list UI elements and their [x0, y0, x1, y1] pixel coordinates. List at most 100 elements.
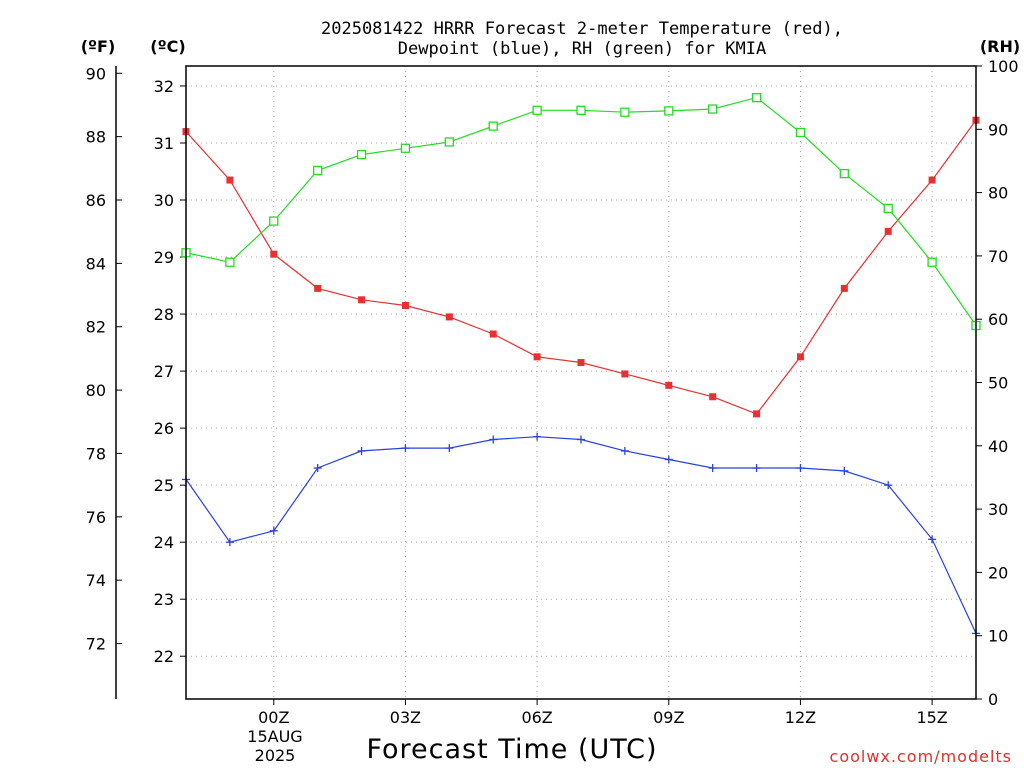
dewpoint-point: [752, 464, 761, 473]
fahrenheit-tick-label: 86: [86, 191, 106, 210]
rh-tick-label: 10: [988, 627, 1008, 646]
rh-tick-label: 40: [988, 437, 1008, 456]
dewpoint-point: [928, 535, 937, 544]
celsius-tick-label: 26: [154, 419, 174, 438]
celsius-tick-label: 31: [154, 134, 174, 153]
celsius-tick-label: 30: [154, 191, 174, 210]
rh-point: [708, 104, 718, 114]
grid-lines: [186, 66, 976, 699]
fahrenheit-tick-label: 76: [86, 508, 106, 527]
dewpoint-point: [840, 466, 849, 475]
dewpoint-point: [577, 435, 585, 444]
temperature-point: [577, 359, 585, 367]
rh-tick-label: 0: [988, 690, 998, 709]
fahrenheit-tick-label: 72: [86, 635, 106, 654]
rh-point: [225, 257, 235, 267]
temperature-point: [709, 393, 717, 401]
celsius-tick-label: 29: [154, 248, 174, 267]
rh-tick-label: 90: [988, 120, 1008, 139]
temperature-point: [445, 313, 453, 321]
fahrenheit-tick-label: 74: [86, 571, 106, 590]
rh-tick-label: 70: [988, 247, 1008, 266]
date-label-year: 2025: [255, 746, 296, 765]
x-axis: 00Z 03Z 06Z 09Z 12Z 15Z: [258, 699, 948, 727]
rh-axis: 0 10 20 30 40 50 60 70 80 90 100: [976, 57, 1019, 709]
fahrenheit-tick-label: 82: [86, 318, 106, 337]
x-axis-title: Forecast Time (UTC): [366, 734, 657, 765]
dewpoint-point: [401, 444, 410, 453]
rh-point: [400, 143, 411, 153]
fahrenheit-tick-label: 80: [86, 381, 106, 400]
x-tick-label: 00Z: [258, 708, 289, 727]
celsius-unit-label: (ºC): [150, 37, 185, 56]
dewpoint-point: [269, 526, 278, 535]
temperature-point: [533, 353, 541, 361]
temperature-line: [185, 119, 977, 415]
celsius-tick-label: 24: [154, 533, 174, 552]
celsius-tick-label: 28: [154, 305, 174, 324]
rh-line: [185, 96, 977, 326]
x-tick-label: 09Z: [653, 708, 684, 727]
fahrenheit-tick-label: 90: [86, 64, 106, 83]
series-group: [181, 93, 981, 638]
dewpoint-point: [533, 432, 542, 441]
rh-point: [620, 107, 630, 117]
temperature-point: [884, 227, 892, 235]
dewpoint-point: [445, 444, 454, 453]
dewpoint-point: [313, 464, 322, 473]
credit-text: coolwx.com/modelts: [830, 747, 1012, 766]
rh-point: [532, 105, 542, 115]
rh-point: [927, 257, 937, 267]
rh-tick-label: 20: [988, 563, 1008, 582]
rh-point: [664, 106, 674, 116]
x-tick-label: 06Z: [521, 708, 552, 727]
temperature-point: [358, 296, 366, 304]
temperature-point: [621, 370, 629, 378]
rh-tick-label: 80: [988, 184, 1008, 203]
dewpoint-point: [884, 481, 893, 490]
temperature-point: [796, 353, 804, 361]
x-tick-label: 15Z: [916, 708, 947, 727]
rh-tick-label: 50: [988, 374, 1008, 393]
temperature-point: [270, 250, 278, 258]
temperature-point: [753, 410, 761, 418]
temperature-point: [665, 381, 673, 389]
rh-point: [751, 93, 762, 103]
temperature-point: [840, 284, 848, 292]
celsius-axis: 22 23 24 25 26 27 28 29 30 31 32: [154, 77, 186, 666]
dewpoint-point: [664, 455, 673, 464]
dewpoint-point: [225, 538, 234, 547]
rh-tick-label: 100: [988, 57, 1019, 76]
chart-title-line-1: 2025081422 HRRR Forecast 2-meter Tempera…: [321, 19, 843, 39]
celsius-tick-label: 27: [154, 362, 174, 381]
rh-point: [839, 168, 849, 179]
dewpoint-point: [620, 446, 629, 455]
celsius-tick-label: 22: [154, 647, 174, 666]
rh-point: [883, 203, 893, 214]
rh-point: [576, 105, 586, 115]
dewpoint-point: [489, 435, 498, 444]
x-tick-label: 03Z: [390, 708, 421, 727]
rh-tick-label: 30: [988, 500, 1008, 519]
fahrenheit-tick-label: 84: [86, 254, 106, 273]
celsius-tick-label: 32: [154, 77, 174, 96]
temperature-point: [401, 302, 409, 310]
fahrenheit-tick-label: 88: [86, 128, 106, 147]
plot-frame: [185, 65, 977, 700]
rh-point: [444, 137, 454, 147]
rh-tick-label: 60: [988, 310, 1008, 329]
fahrenheit-unit-label: (ºF): [81, 37, 116, 56]
dewpoint-point: [357, 446, 366, 455]
x-tick-label: 12Z: [785, 708, 816, 727]
temperature-point: [226, 176, 234, 184]
fahrenheit-axis: 72 74 76 78 80 82 84 86 88 90: [86, 64, 122, 699]
rh-point: [269, 216, 279, 226]
date-label-day: 15AUG: [247, 727, 302, 746]
dewpoint-line: [185, 436, 977, 634]
dewpoint-point: [796, 464, 805, 473]
fahrenheit-tick-label: 78: [86, 444, 106, 463]
rh-point: [795, 127, 806, 138]
temperature-point: [489, 330, 497, 338]
dewpoint-point: [708, 464, 717, 473]
